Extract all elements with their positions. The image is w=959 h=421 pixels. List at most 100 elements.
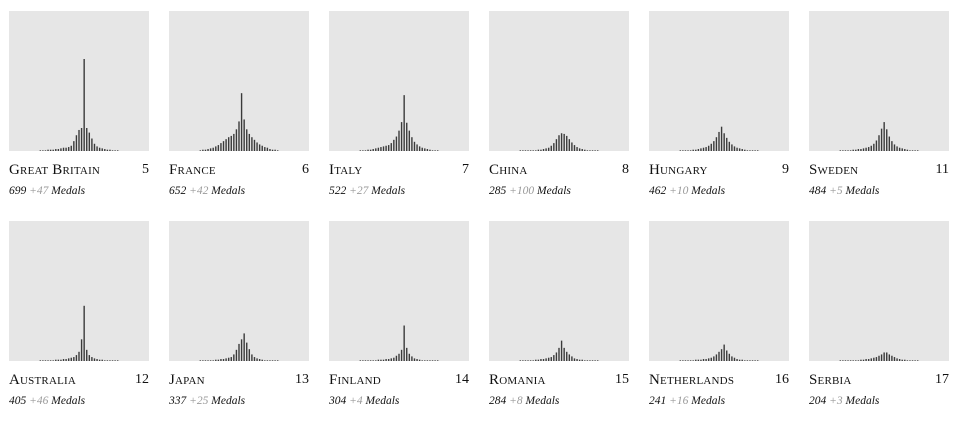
histogram-bar — [689, 150, 692, 151]
histogram-bar — [80, 128, 83, 151]
histogram-bar — [39, 150, 41, 151]
histogram-bar — [917, 360, 919, 361]
histogram-bar — [591, 360, 594, 361]
histogram-bar — [98, 147, 101, 151]
histogram-bar — [741, 149, 743, 151]
histogram-bar — [204, 149, 207, 151]
histogram-plot — [329, 221, 469, 361]
histogram-bar — [705, 147, 707, 151]
histogram-bar — [731, 356, 733, 361]
country-tile: Netherlands 16 241 +16 Medals — [649, 221, 789, 421]
histogram-bar — [731, 144, 733, 151]
histogram-bar — [78, 351, 80, 361]
histogram-bar — [395, 136, 398, 151]
histogram-bar — [847, 150, 849, 151]
histogram-bar — [434, 360, 436, 361]
histogram-bar — [566, 135, 568, 151]
histogram-bar — [86, 128, 88, 151]
histogram-bar — [380, 359, 382, 361]
histogram-bar — [909, 360, 911, 361]
country-rank: 5 — [142, 162, 149, 177]
histogram-bar — [258, 144, 261, 151]
histogram-bar — [754, 150, 756, 151]
histogram-bar — [844, 150, 847, 151]
histogram-bar — [522, 150, 524, 151]
medals-label: Medals — [51, 395, 86, 407]
histogram-bar — [728, 141, 731, 151]
country-rank: 9 — [782, 162, 789, 177]
histogram-bar — [723, 344, 725, 361]
histogram-bar — [375, 148, 377, 151]
histogram-bar — [235, 129, 238, 151]
histogram-bar — [70, 145, 72, 151]
histogram-bar — [581, 359, 583, 361]
histogram-bar — [870, 145, 872, 151]
histogram-plot — [489, 11, 629, 151]
histogram-bar — [571, 142, 573, 151]
histogram-bar — [367, 360, 369, 361]
histogram-bar — [62, 359, 65, 361]
histogram-bar — [914, 360, 916, 361]
country-name: France — [169, 162, 216, 178]
histogram-bar — [382, 146, 385, 151]
medal-extra: +42 — [189, 185, 209, 197]
histogram-bar — [880, 128, 883, 151]
histogram-bar — [718, 351, 720, 361]
histogram-bar — [271, 360, 274, 361]
histogram-bar — [67, 358, 70, 361]
histogram-bar — [679, 150, 681, 151]
histogram-bar — [266, 360, 269, 361]
medal-extra: +8 — [509, 395, 523, 407]
medal-count: 484 — [809, 185, 827, 197]
country-tile: Serbia 17 204 +3 Medals — [809, 221, 949, 421]
histogram-bar — [369, 149, 372, 151]
histogram-bar — [274, 149, 276, 151]
histogram-svg — [679, 344, 759, 361]
histogram-bar — [852, 149, 854, 151]
histogram-bar — [104, 360, 106, 361]
histogram-bar — [413, 358, 416, 361]
medals-label: Medals — [845, 185, 880, 197]
histogram-bar — [527, 150, 529, 151]
histogram-bar — [47, 360, 49, 361]
histogram-bar — [842, 360, 844, 361]
country-rank: 13 — [295, 372, 309, 387]
histogram-bar — [230, 357, 232, 361]
histogram-bar — [246, 342, 248, 361]
histogram-bar — [271, 149, 274, 151]
histogram-bar — [238, 343, 240, 361]
histogram-bar — [524, 360, 527, 361]
histogram-bar — [413, 141, 416, 151]
histogram-bar — [114, 150, 116, 151]
histogram-bar — [400, 122, 403, 151]
medal-extra: +46 — [29, 395, 49, 407]
histogram-bar — [269, 360, 271, 361]
histogram-bar — [697, 359, 700, 361]
histogram-bar — [83, 305, 85, 361]
histogram-bar — [398, 353, 400, 361]
histogram-bar — [408, 353, 411, 361]
histogram-bar — [251, 137, 253, 151]
histogram-bar — [746, 150, 749, 151]
histogram-bar — [117, 150, 119, 151]
histogram-bar — [697, 149, 700, 151]
histogram-bar — [227, 137, 230, 151]
histogram-bar — [746, 360, 749, 361]
histogram-bar — [429, 360, 431, 361]
histogram-bar — [372, 360, 374, 361]
histogram-bar — [403, 95, 405, 151]
histogram-bar — [878, 135, 880, 151]
histogram-bar — [573, 145, 576, 151]
histogram-bar — [589, 150, 591, 151]
histogram-bar — [109, 149, 111, 151]
histogram-bar — [728, 353, 731, 361]
histogram-bar — [215, 146, 217, 151]
histogram-bar — [860, 359, 862, 361]
histogram-bar — [584, 149, 586, 151]
histogram-bar — [49, 360, 52, 361]
medal-count: 304 — [329, 395, 347, 407]
histogram-bar — [104, 149, 106, 151]
histogram-bar — [93, 143, 96, 151]
histogram-bar — [52, 149, 54, 151]
histogram-bar — [560, 133, 563, 151]
